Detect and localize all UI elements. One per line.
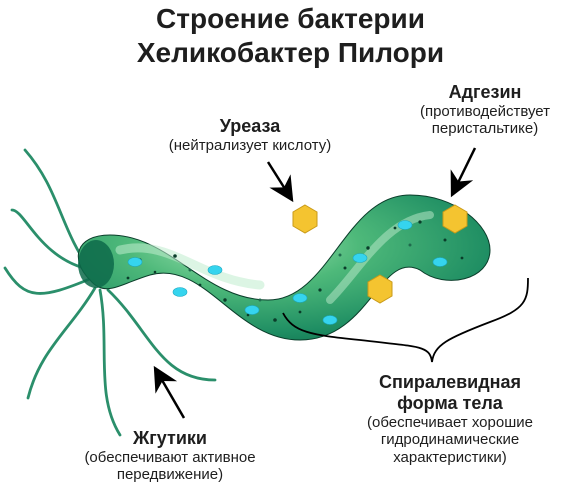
label-spiral-sub3: характеристики)	[330, 449, 570, 466]
arrow-urease	[268, 162, 292, 200]
label-urease-sub: (нейтрализует кислоту)	[140, 137, 360, 154]
label-flagella-sub2: передвижение)	[50, 466, 290, 483]
label-adhesin-sub2: перистальтике)	[390, 120, 580, 137]
label-adhesin-sub1: (противодействует	[390, 103, 580, 120]
label-adhesin-main: Адгезин	[390, 82, 580, 103]
arrow-flagella	[155, 368, 184, 418]
label-flagella-sub1: (обеспечивают активное	[50, 449, 290, 466]
label-spiral-sub1: (обеспечивает хорошие	[330, 414, 570, 431]
label-spiral-main1: Спиралевидная	[330, 372, 570, 393]
bacteria-body	[78, 195, 490, 340]
label-urease: Уреаза (нейтрализует кислоту)	[140, 116, 360, 154]
label-urease-main: Уреаза	[140, 116, 360, 137]
label-flagella: Жгутики (обеспечивают активное передвиже…	[50, 428, 290, 484]
label-adhesin: Адгезин (противодействует перистальтике)	[390, 82, 580, 138]
label-flagella-main: Жгутики	[50, 428, 290, 449]
label-spiral-sub2: гидродинамические	[330, 431, 570, 448]
label-spiral: Спиралевидная форма тела (обеспечивает х…	[330, 372, 570, 466]
arrow-adhesin	[452, 148, 475, 195]
label-spiral-main2: форма тела	[330, 393, 570, 414]
